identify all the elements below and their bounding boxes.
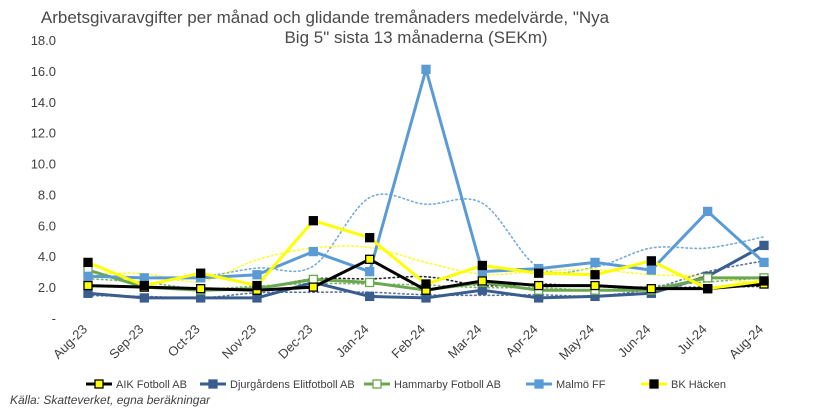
data-point-djurg-rdens-elitfotboll-ab — [365, 291, 375, 302]
legend-label: AIK Fotboll AB — [116, 379, 187, 391]
data-point-malm-ff — [252, 270, 262, 280]
x-axis-ticks: Aug-23 Sep-23 Oct-23 Nov-23 Dec-23 Jan-24 Feb-… — [50, 322, 766, 363]
data-point-bk-h-cken — [83, 257, 93, 268]
data-point-aik-fotboll-ab — [196, 284, 206, 294]
data-point-bk-h-cken — [646, 256, 656, 266]
x-tick-label: Feb-24 — [388, 322, 428, 362]
y-tick-label: 18.0 — [31, 33, 56, 48]
y-axis-ticks: - 2.0 4.0 6.0 8.0 10.0 12.0 14.0 16.0 18.0 — [31, 33, 56, 326]
series-lines — [87, 67, 766, 300]
legend-item-malm-ff: Malmö FF — [526, 379, 606, 391]
data-point-aik-fotboll-ab — [477, 276, 487, 286]
x-tick-label: Aug-23 — [50, 322, 90, 362]
data-point-malm-ff — [421, 64, 431, 74]
y-tick-label: 6.0 — [38, 218, 56, 233]
y-tick-label: - — [52, 311, 56, 326]
y-tick-label: 2.0 — [38, 280, 56, 295]
data-point-bk-h-cken — [196, 268, 206, 278]
data-point-malm-ff — [590, 257, 600, 268]
data-point-bk-h-cken — [534, 268, 544, 278]
legend-label: Djurgårdens Elitfotboll AB — [230, 379, 355, 391]
data-point-djurg-rdens-elitfotboll-ab — [139, 293, 149, 303]
x-tick-label: Mar-24 — [445, 322, 485, 362]
chart-title: Arbetsgivaravgifter per månad och glidan… — [41, 8, 610, 47]
y-tick-label: 16.0 — [31, 64, 56, 79]
source-note: Källa: Skatteverket, egna beräkningar — [10, 393, 211, 407]
legend: AIK Fotboll AB Djurgårdens Elitfotboll AB… — [86, 379, 726, 391]
x-tick-label: Jul-24 — [674, 322, 710, 358]
data-point-aik-fotboll-ab — [83, 280, 93, 291]
y-tick-label: 10.0 — [31, 157, 56, 172]
data-point-bk-h-cken — [139, 280, 149, 291]
data-point-djurg-rdens-elitfotboll-ab — [196, 293, 206, 303]
series-markers — [83, 64, 769, 303]
x-tick-label: Apr-24 — [503, 322, 541, 360]
data-point-bk-h-cken — [252, 280, 262, 291]
legend-swatch-marker — [372, 379, 382, 389]
legend-swatch-marker — [208, 379, 218, 389]
data-point-bk-h-cken — [477, 260, 487, 271]
x-tick-label: Oct-23 — [165, 322, 203, 360]
legend-swatch-marker — [534, 379, 544, 389]
data-point-hammarby-fotboll-ab — [308, 274, 318, 285]
legend-item-aik-fotboll-ab: AIK Fotboll AB — [86, 379, 187, 391]
legend-item-djurg-rdens-elitfotboll-ab: Djurgårdens Elitfotboll AB — [200, 379, 355, 391]
x-tick-label: May-24 — [556, 322, 597, 363]
data-point-malm-ff — [308, 246, 318, 257]
y-tick-label: 14.0 — [31, 95, 56, 110]
data-point-bk-h-cken — [703, 284, 713, 294]
chart-title-line-1: Arbetsgivaravgifter per månad och glidan… — [41, 8, 610, 27]
data-point-djurg-rdens-elitfotboll-ab — [421, 293, 431, 303]
data-point-djurg-rdens-elitfotboll-ab — [83, 288, 93, 298]
data-point-hammarby-fotboll-ab — [365, 277, 375, 288]
legend-label: Malmö FF — [556, 379, 606, 391]
chart-title-line-2: Big 5" sista 13 månaderna (SEKm) — [284, 28, 547, 47]
data-point-malm-ff — [759, 257, 769, 268]
y-tick-label: 4.0 — [38, 249, 56, 264]
legend-swatch-marker — [94, 379, 104, 389]
x-tick-label: Sep-23 — [106, 322, 146, 362]
x-tick-label: Dec-23 — [275, 322, 315, 362]
data-point-djurg-rdens-elitfotboll-ab — [759, 240, 769, 251]
data-point-bk-h-cken — [421, 279, 431, 289]
data-point-djurg-rdens-elitfotboll-ab — [534, 293, 544, 303]
data-point-aik-fotboll-ab — [646, 284, 656, 294]
data-point-bk-h-cken — [759, 276, 769, 286]
data-point-aik-fotboll-ab — [534, 280, 544, 291]
data-point-aik-fotboll-ab — [308, 282, 318, 292]
data-point-aik-fotboll-ab — [365, 254, 375, 264]
legend-item-bk-h-cken: BK Häcken — [641, 379, 726, 391]
data-point-djurg-rdens-elitfotboll-ab — [477, 285, 487, 295]
data-point-malm-ff — [83, 271, 93, 281]
legend-label: BK Häcken — [671, 379, 726, 391]
data-point-malm-ff — [703, 206, 713, 217]
data-point-malm-ff — [139, 273, 149, 283]
x-tick-label: Jan-24 — [333, 322, 372, 361]
data-point-hammarby-fotboll-ab — [703, 273, 713, 283]
data-point-bk-h-cken — [365, 233, 375, 243]
data-point-djurg-rdens-elitfotboll-ab — [252, 293, 262, 303]
data-point-aik-fotboll-ab — [590, 280, 600, 291]
x-tick-label: Nov-23 — [219, 322, 259, 362]
legend-label: Hammarby Fotboll AB — [394, 379, 501, 391]
data-point-bk-h-cken — [308, 216, 318, 226]
data-point-malm-ff — [646, 265, 656, 275]
data-point-malm-ff — [365, 267, 375, 277]
legend-swatch-marker — [649, 379, 659, 389]
y-tick-label: 8.0 — [38, 187, 56, 202]
y-tick-label: 12.0 — [31, 126, 56, 141]
legend-item-hammarby-fotboll-ab: Hammarby Fotboll AB — [364, 379, 501, 391]
series-line-malm-ff — [87, 67, 766, 280]
data-point-bk-h-cken — [590, 270, 600, 280]
x-tick-label: Jun-24 — [615, 322, 654, 361]
x-tick-label: Aug-24 — [726, 322, 766, 362]
